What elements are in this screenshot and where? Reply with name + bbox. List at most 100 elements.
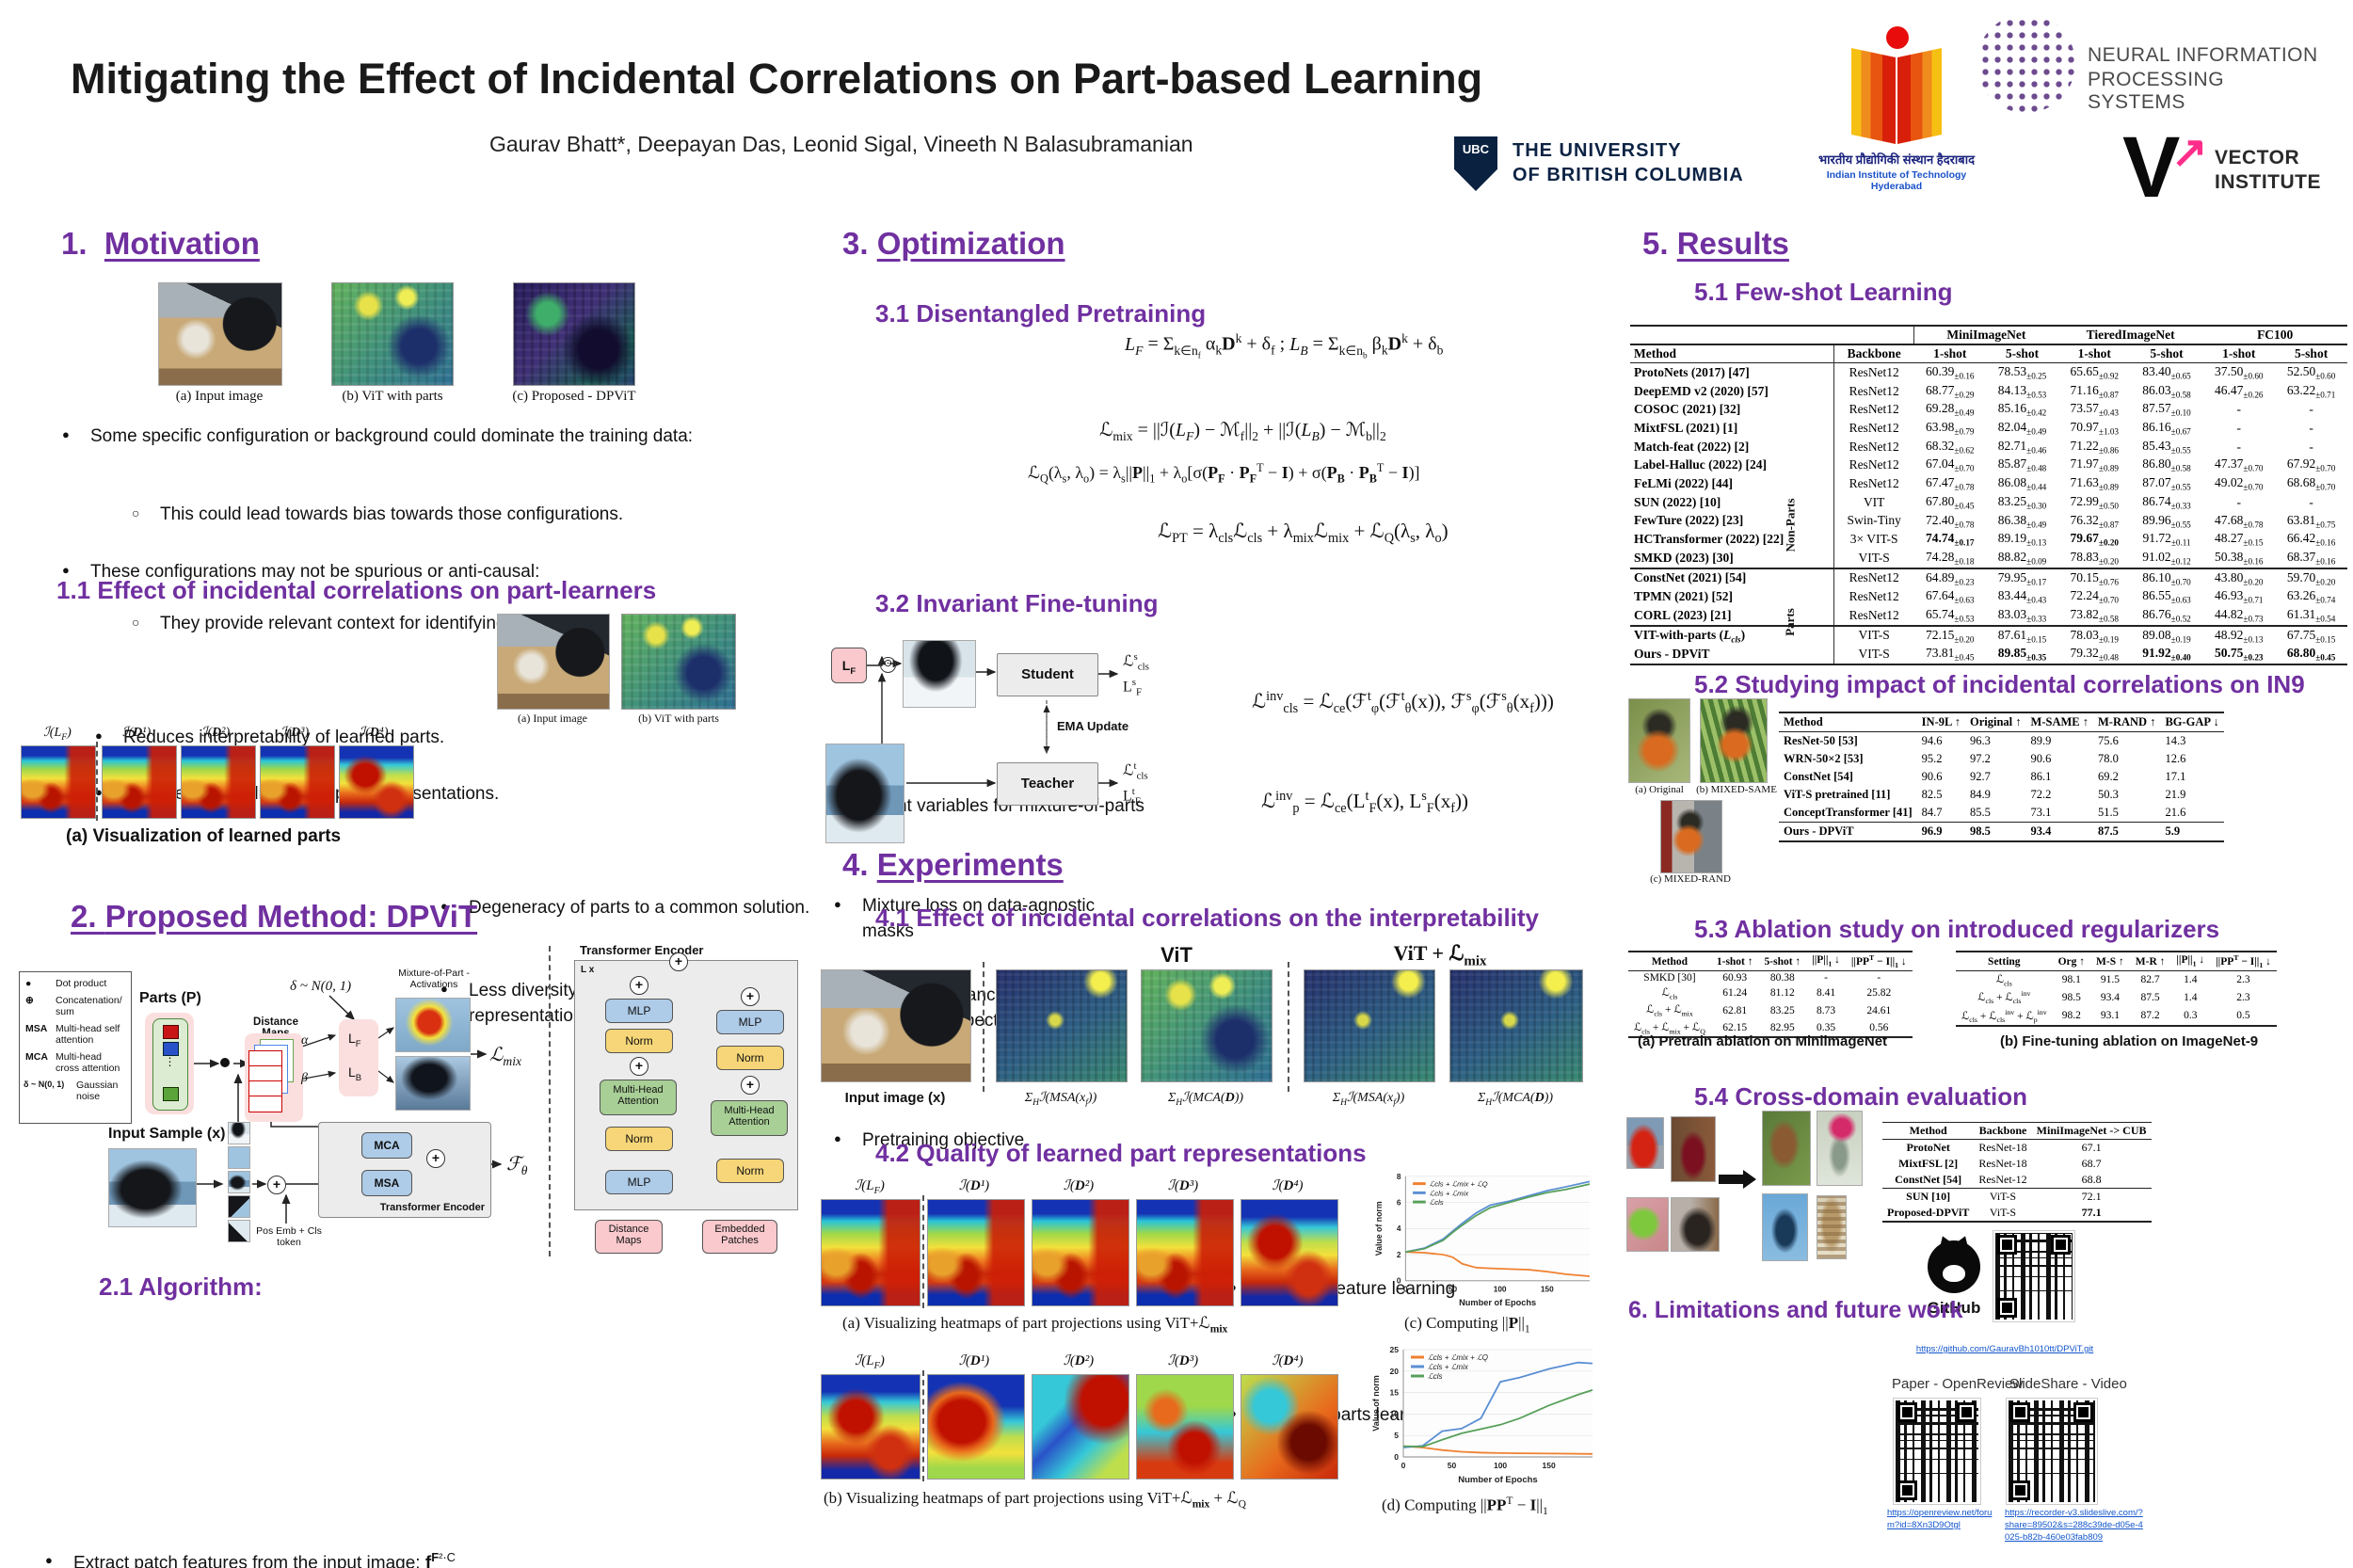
table-cell: 83.03±0.33 [1997,606,2047,624]
table-cell: 71.16±0.87 [2070,382,2119,400]
concat-sum-icon: + [267,1176,286,1194]
exp41-vit-msa-heatmap [996,969,1128,1082]
section-1-number: 1. [61,226,88,261]
table-cell: 98.2 [2061,1010,2081,1022]
learned-part-heatmap [21,745,96,819]
table-cell: 78.83±0.20 [2070,549,2119,567]
mha-box: Multi-Head Attention [711,1100,788,1136]
table-cell: Label-Halluc (2022) [24] [1634,457,1767,472]
table-cell: ViT-S [1989,1206,2017,1219]
table-cell: 47.68±0.78 [2215,512,2264,530]
table-cell: ||P||1 ↓ [1812,954,1840,968]
table-cell: 83.25±0.30 [1997,493,2047,511]
cross-swallow-image [1762,1193,1808,1261]
table-cell: 72.99±0.50 [2070,493,2119,511]
table-cell: 5-shot [2005,346,2040,360]
table-cell: ℒcls + ℒmix + ℒQ [1634,1021,1705,1036]
table-cell: M-SAME ↑ [2030,715,2089,728]
part-learners-vit-heatmap [621,614,736,710]
table-cell [1630,326,1913,344]
table-cell: MiniImageNet [1913,326,2058,344]
table-cell: 86.80±0.58 [2142,456,2191,474]
motivation-input-image [158,282,282,386]
fewshot-ours-body: VIT-with-parts (Lcls) VIT-S 72.15±0.20 87.6… [1630,625,2347,664]
table-row: SUN [10] ViT-S 72.1 [1882,1189,2152,1206]
fewshot-nonparts-body: ProtoNets (2017) [47] ResNet12 60.39±0.16 7… [1630,362,2347,568]
table-cell: 1.4 [2184,991,2198,1003]
svg-text:150: 150 [1541,1285,1554,1293]
table-cell: 86.55±0.63 [2142,588,2191,605]
heat-label: ℐ(D³) [1167,1178,1199,1193]
table-cell: 5-shot [2150,346,2184,360]
exp41-caption-msa-1: ΣHℐ(MSA(xf)) [1024,1091,1097,1108]
table-cell: 96.3 [1970,734,1991,747]
table-cell: 89.19±0.13 [1997,531,2047,548]
table-cell: 71.22±0.86 [2070,438,2119,456]
table-cell: 21.6 [2165,806,2186,819]
svg-text:50: 50 [1448,1461,1457,1470]
svg-text:5: 5 [1394,1431,1399,1440]
cross-table: Method Backbone MiniImageNet -> CUB ProtoN… [1882,1122,2152,1223]
svg-text:8: 8 [1397,1173,1401,1181]
mlp-box: MLP [605,999,673,1023]
ablation-b-body: ℒcls 98.1 91.5 82.7 1.4 2.3 ℒcls + ℒclsinv 98.5… [1956,971,2277,1026]
table-cell: 87.61±0.15 [1997,627,2047,645]
legend-icon: MCA [25,1051,48,1063]
table-cell: ||PPT − I||1 ↓ [2216,953,2271,970]
parts-outer: ⋮ [145,1013,194,1114]
table-cell: ResNet-18 [1978,1141,2027,1154]
table-cell: 89.08±0.19 [2142,627,2191,645]
lf-label: LF [348,1031,361,1049]
table-cell: 85.87±0.48 [1997,456,2047,474]
neurips-dots-icon [1977,14,2075,113]
table-cell: 82.71±0.46 [1997,438,2047,456]
table-cell: Match-feat (2022) [2] [1634,439,1750,454]
heat-label-d4: ℐ(D⁴) [359,726,389,740]
finetune-diagram: LF ⊙ Student ℒscls LsF EMA Update Teacher… [824,632,1219,882]
table-row: SMKD (2023) [30] VIT-S 74.28±0.18 88.82±0.0… [1630,548,2347,568]
learned-part-heatmap [102,745,177,819]
distance-map-red [248,1050,282,1112]
slideshare-link[interactable]: https://recorder-v3.slideslive.com/?shar… [2005,1508,2143,1543]
table-cell: 71.63±0.89 [2070,475,2119,492]
cross-lizard-image [1626,1197,1669,1252]
section-1-1-heading: 1.1 Effect of incidental correlations on… [56,576,657,604]
table-cell: ResNet-12 [1978,1173,2027,1186]
table-cell: 61.31±0.54 [2286,606,2336,624]
table-cell: 76.32±0.87 [2070,512,2119,530]
distance-maps-input-box: Distance Maps [595,1220,663,1254]
in9-original-image [1628,698,1690,783]
table-cell: 93.4 [2030,824,2052,838]
parts-label: Parts (P) [139,990,201,1006]
github-link[interactable]: https://github.com/GauravBh1010tt/DPViT.… [1915,1344,2094,1354]
section-5-label: Results [1676,226,1789,261]
table-cell: 85.43±0.55 [2142,438,2191,456]
table-row: ConstNet [54] ResNet-12 68.8 [1882,1172,2152,1189]
table-cell: 85.5 [1970,806,1991,819]
table-cell: 1-shot [2222,346,2256,360]
heat-label: ℐ(D⁴) [1272,1178,1304,1193]
iith-logo: भारतीय प्रौद्योगिकी संस्थान हैदराबाद Ind… [1802,26,1991,205]
table-cell: 72.1 [2081,1190,2102,1203]
table-cell: 0.5 [2236,1010,2250,1022]
exp41-caption-msa-2: ΣHℐ(MSA(xf)) [1332,1091,1405,1108]
section-4-1-heading: 4.1 Effect of incidental correlations on… [875,904,1540,932]
cross-hummingbird-image [1817,1111,1863,1186]
table-cell: TPMN (2021) [52] [1634,589,1733,604]
section-3-label: Optimization [876,226,1065,261]
part-learners-caption-b: (b) ViT with parts [638,712,719,725]
concat-sum-icon: + [741,1076,760,1095]
openreview-link[interactable]: https://openreview.net/forum?id=8Xn3D9Ot… [1887,1508,1993,1530]
table-cell: FC100 [2257,328,2294,342]
table-cell: 83.25 [1769,1004,1795,1016]
svg-text:150: 150 [1543,1461,1556,1470]
table-cell: 87.5 [2140,991,2160,1003]
eq-pretrain: ℒPT = λclsℒcls + λmixℒmix + ℒQ(λs, λo) [1158,520,1449,547]
motivation-bullet-2: These configurations may not be spurious… [56,559,749,585]
table-cell: DeepEMD v2 (2020) [57] [1634,383,1769,398]
exp42b-heatmap [1032,1374,1129,1480]
norm-box: Norm [716,1159,784,1183]
table-cell: 89.96±0.55 [2142,512,2191,530]
dpvit-architecture-diagram: ● Dot product ⊕ Concatenation/ sum MSA Mult… [19,941,546,1266]
table-cell: 70.15±0.76 [2070,569,2119,587]
